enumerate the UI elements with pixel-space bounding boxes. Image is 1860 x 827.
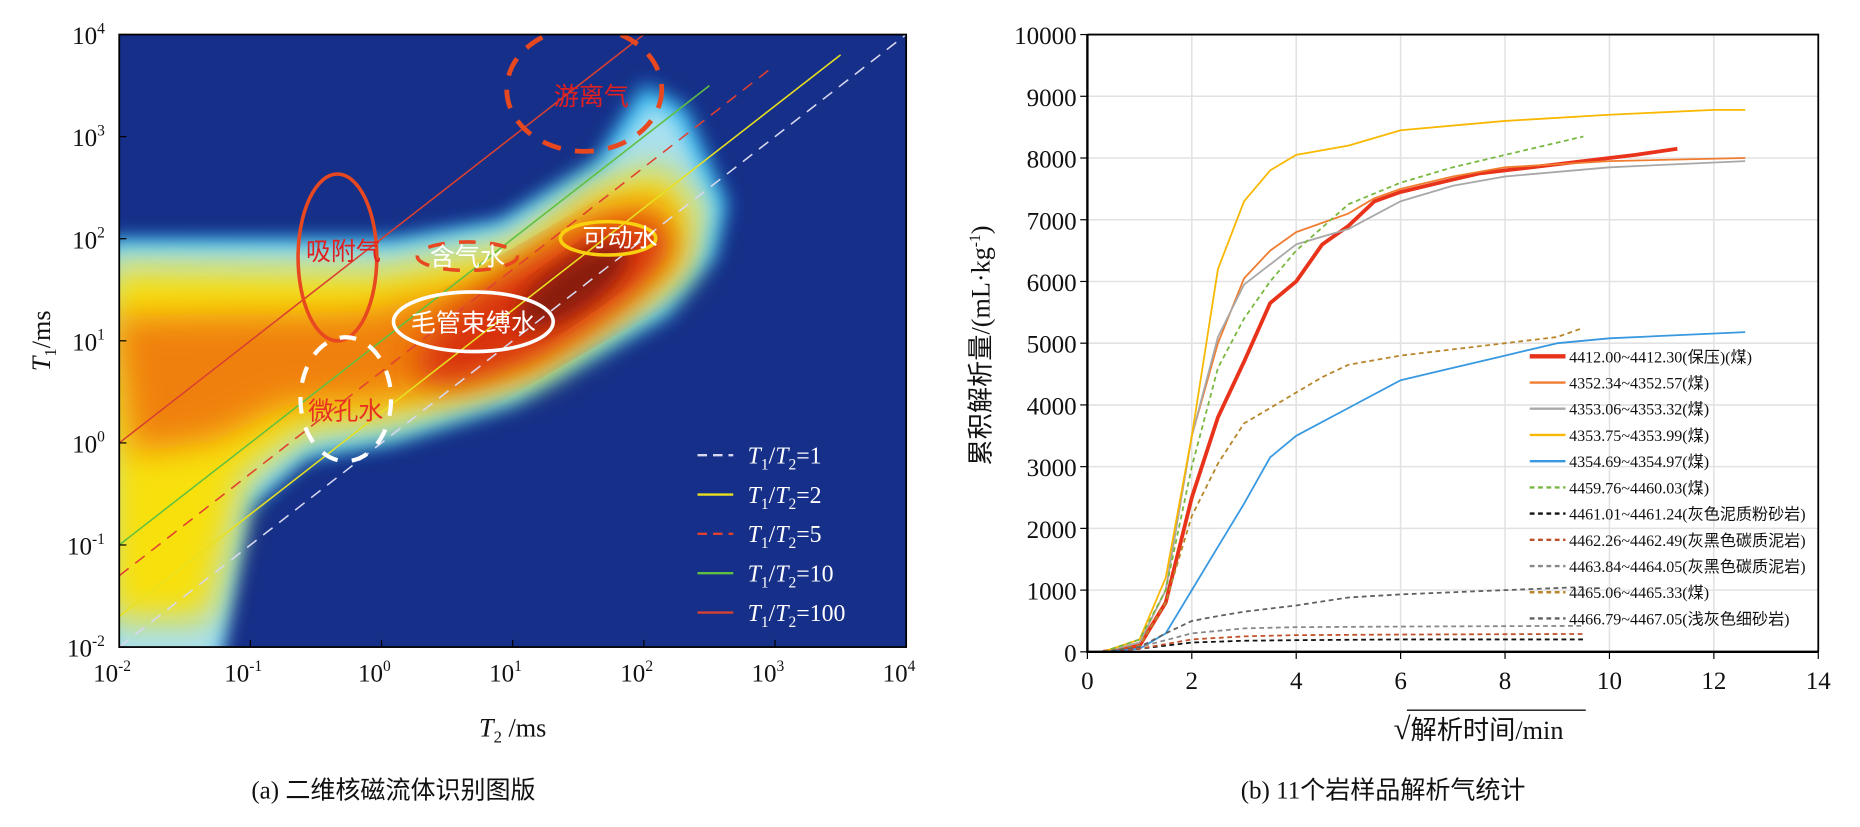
y-tick-label: 103 bbox=[72, 122, 105, 152]
capillary-water-region-outline bbox=[391, 290, 556, 354]
legend-label: T1/T2=5 bbox=[748, 522, 822, 552]
y-tick-label: 101 bbox=[72, 327, 105, 357]
legend-label: 4353.75~4353.99(煤) bbox=[1569, 427, 1709, 445]
nmr-heatmap-panel: 游离气 吸附气 含气水 可动水 毛管束缚水 微孔水 T1/T2=1 T1/T2=2… bbox=[27, 20, 916, 804]
chart-grid bbox=[1087, 34, 1819, 652]
x-tick-label: 104 bbox=[883, 658, 916, 688]
left-caption: (a) 二维核磁流体识别图版 bbox=[251, 776, 535, 804]
adsorbed-gas-region-outline bbox=[296, 172, 379, 343]
y-tick-label: 10-2 bbox=[67, 633, 105, 663]
legend-label: 4352.34~4352.57(煤) bbox=[1569, 374, 1709, 392]
legend-label: 4466.79~4467.05(浅灰色细砂岩) bbox=[1569, 610, 1789, 628]
series-line bbox=[1102, 638, 1584, 652]
heatmap-axis-ticks: 10-2 10-1 100 101 102 103 104 10-2 10-1 100 101 102… bbox=[67, 20, 916, 687]
legend-label: T1/T2=100 bbox=[748, 601, 846, 631]
chart-series bbox=[1102, 108, 1746, 652]
ratio-lines bbox=[119, 34, 907, 648]
x-tick-label: 4 bbox=[1290, 668, 1303, 695]
chart-y-axis-label: 累积解析量/(mL·kg-1) bbox=[967, 226, 996, 466]
x-tick-label: 10-2 bbox=[93, 658, 131, 688]
x-tick-label: 12 bbox=[1701, 668, 1726, 695]
legend-label: 4465.06~4465.33(煤) bbox=[1569, 584, 1709, 602]
ratio-line bbox=[119, 64, 776, 577]
legend-label: 4461.01~4461.24(灰色泥质粉砂岩) bbox=[1569, 506, 1806, 524]
gas-water-label: 含气水 bbox=[430, 244, 505, 272]
free-gas-label: 游离气 bbox=[554, 83, 629, 111]
x-tick-label: 102 bbox=[620, 658, 653, 688]
x-tick-label: 0 bbox=[1081, 668, 1094, 695]
x-tick-label: 14 bbox=[1806, 668, 1832, 695]
y-tick-label: 9000 bbox=[1027, 85, 1077, 112]
series-line bbox=[1102, 146, 1678, 652]
chart-x-axis-label: √解析时间/min bbox=[1393, 711, 1563, 746]
x-tick-label: 10 bbox=[1597, 668, 1622, 695]
micropore-water-label: 微孔水 bbox=[308, 397, 383, 425]
y-tick-label: 8000 bbox=[1027, 147, 1077, 174]
series-line bbox=[1102, 331, 1746, 652]
right-caption: (b) 11个岩样品解析气统计 bbox=[1241, 776, 1526, 804]
movable-water-label: 可动水 bbox=[582, 225, 657, 253]
y-tick-label: 6000 bbox=[1027, 270, 1077, 297]
y-tick-label: 10-1 bbox=[67, 531, 105, 561]
gas-water-region-outline bbox=[415, 240, 520, 273]
legend-label: 4353.06~4353.32(煤) bbox=[1569, 401, 1709, 419]
legend-label: 4462.26~4462.49(灰黑色碳质泥岩) bbox=[1569, 532, 1806, 550]
y-tick-label: 104 bbox=[72, 20, 105, 50]
x-tick-label: 100 bbox=[358, 658, 391, 688]
x-tick-label: 103 bbox=[751, 658, 784, 688]
ratio-line bbox=[119, 34, 645, 444]
x-tick-label: 8 bbox=[1499, 668, 1512, 695]
y-tick-label: 7000 bbox=[1027, 208, 1077, 235]
free-gas-region-outline bbox=[504, 34, 665, 154]
y-tick-label: 4000 bbox=[1027, 393, 1077, 420]
y-axis-label: T1/ms bbox=[27, 310, 60, 371]
y-tick-label: 5000 bbox=[1027, 332, 1077, 359]
y-tick-label: 2000 bbox=[1027, 517, 1077, 544]
heatmap: 游离气 吸附气 含气水 可动水 毛管束缚水 微孔水 T1/T2=1 T1/T2=2… bbox=[119, 34, 907, 648]
movable-water-region-outline bbox=[558, 219, 658, 257]
legend-label: 4354.69~4354.97(煤) bbox=[1569, 453, 1709, 471]
legend-label: T1/T2=10 bbox=[748, 562, 834, 592]
desorption-chart-panel: 0 2 4 6 8 10 12 14 0 1000 2000 3000 4000 5000 6000 7000… bbox=[967, 23, 1832, 804]
capillary-water-label: 毛管束缚水 bbox=[411, 309, 536, 337]
chart-axis-ticks: 0 2 4 6 8 10 12 14 0 1000 2000 3000 4000 5000 6000 7000… bbox=[1014, 23, 1831, 695]
adsorbed-gas-label: 吸附气 bbox=[306, 238, 381, 266]
ratio-line bbox=[119, 54, 842, 617]
legend-label: 4412.00~4412.30(保压)(煤) bbox=[1569, 348, 1752, 366]
ratio-line bbox=[119, 34, 907, 648]
chart-legend: 4412.00~4412.30(保压)(煤) 4352.34~4352.57(煤)… bbox=[1529, 348, 1806, 628]
ratio-legend: T1/T2=1 T1/T2=2 T1/T2=5 T1/T2=10 T1/T2=100 bbox=[697, 444, 846, 631]
x-axis-label: T2 /ms bbox=[479, 713, 546, 746]
series-line bbox=[1102, 326, 1584, 652]
y-tick-label: 0 bbox=[1064, 640, 1077, 667]
series-line bbox=[1102, 633, 1584, 652]
x-tick-label: 2 bbox=[1186, 668, 1199, 695]
x-tick-label: 10-1 bbox=[224, 658, 262, 688]
legend-label: T1/T2=1 bbox=[748, 444, 822, 474]
y-tick-label: 102 bbox=[72, 225, 105, 255]
ratio-line bbox=[119, 84, 710, 546]
micropore-water-region-outline bbox=[298, 335, 394, 464]
y-tick-label: 3000 bbox=[1027, 455, 1077, 482]
y-tick-label: 100 bbox=[72, 429, 105, 459]
chart-frame bbox=[1087, 33, 1820, 652]
series-line bbox=[1102, 108, 1746, 652]
legend-label: 4459.76~4460.03(煤) bbox=[1569, 479, 1709, 497]
x-tick-label: 101 bbox=[489, 658, 522, 688]
y-tick-label: 1000 bbox=[1027, 579, 1077, 606]
legend-label: T1/T2=2 bbox=[748, 483, 822, 513]
legend-label: 4463.84~4464.05(灰黑色碳质泥岩) bbox=[1569, 558, 1806, 576]
y-tick-label: 10000 bbox=[1014, 23, 1077, 50]
series-line bbox=[1102, 135, 1584, 652]
x-tick-label: 6 bbox=[1394, 668, 1407, 695]
